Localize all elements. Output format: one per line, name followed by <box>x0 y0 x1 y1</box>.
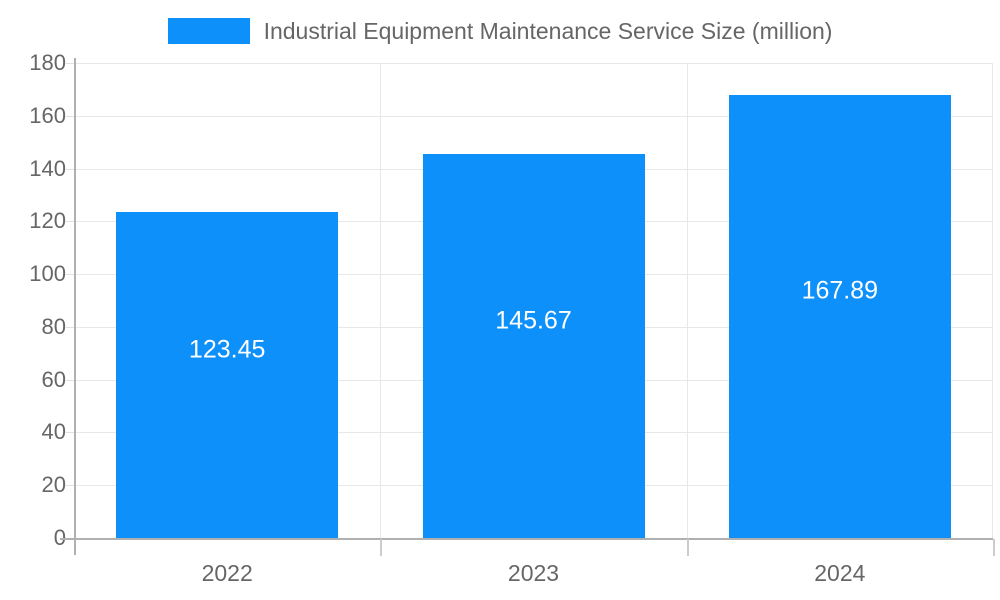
y-axis-tick-label: 160 <box>29 102 66 128</box>
y-axis-tick-mark <box>66 432 74 434</box>
x-axis-tick-mark <box>687 539 689 556</box>
y-axis-tick-mark <box>66 168 74 170</box>
x-axis-category-label: 2024 <box>814 560 866 586</box>
legend-label: Industrial Equipment Maintenance Service… <box>263 17 833 44</box>
y-axis-tick-mark <box>66 274 74 276</box>
y-axis-tick-mark <box>66 63 74 64</box>
y-axis-tick-label: 180 <box>29 50 66 75</box>
chart-legend: Industrial Equipment Maintenance Service… <box>0 14 1000 48</box>
y-axis-tick-label: 120 <box>29 208 66 234</box>
x-axis-category-label: 2022 <box>201 560 253 586</box>
y-axis-tick-mark <box>66 221 74 223</box>
bar-value-label: 123.45 <box>188 335 266 364</box>
y-axis-tick-labels: 0 20 40 60 80 100 120 140 160 180 <box>0 52 74 549</box>
y-axis-tick-label: 60 <box>41 366 66 392</box>
y-axis-tick-label: 0 <box>8 527 66 549</box>
x-axis-category-label: 2023 <box>507 560 560 586</box>
y-axis-tick-mark <box>66 115 74 117</box>
bar[interactable] <box>423 153 645 538</box>
bar[interactable] <box>116 212 338 538</box>
chart-bars: 123.45 145.67 167.89 <box>74 63 993 538</box>
y-axis-line <box>74 58 76 555</box>
bar-value-label: 167.89 <box>801 276 879 305</box>
bar[interactable] <box>729 94 951 538</box>
gridline-vertical <box>380 63 381 538</box>
y-axis-tick-label: 20 <box>41 472 66 498</box>
gridline-horizontal <box>74 115 993 117</box>
y-axis-tick-label: 80 <box>41 313 66 339</box>
y-axis-tick-label: 140 <box>29 155 66 181</box>
y-axis-tick-mark <box>66 379 74 381</box>
legend-color-swatch-icon <box>167 18 250 44</box>
y-axis-tick-label: 100 <box>29 261 66 287</box>
gridline-horizontal <box>74 63 993 64</box>
y-axis-tick-label: 40 <box>41 419 66 445</box>
x-axis-line <box>60 538 993 540</box>
legend-item-series-1[interactable]: Industrial Equipment Maintenance Service… <box>167 17 833 44</box>
y-axis-tick-mark <box>66 326 74 328</box>
bar-value-label: 145.67 <box>495 306 572 335</box>
y-axis-tick-mark <box>66 485 74 487</box>
x-axis-tick-mark <box>380 539 382 556</box>
gridline-vertical-right <box>992 63 993 538</box>
x-axis-tick-mark <box>993 539 995 556</box>
gridline-vertical <box>687 63 688 538</box>
